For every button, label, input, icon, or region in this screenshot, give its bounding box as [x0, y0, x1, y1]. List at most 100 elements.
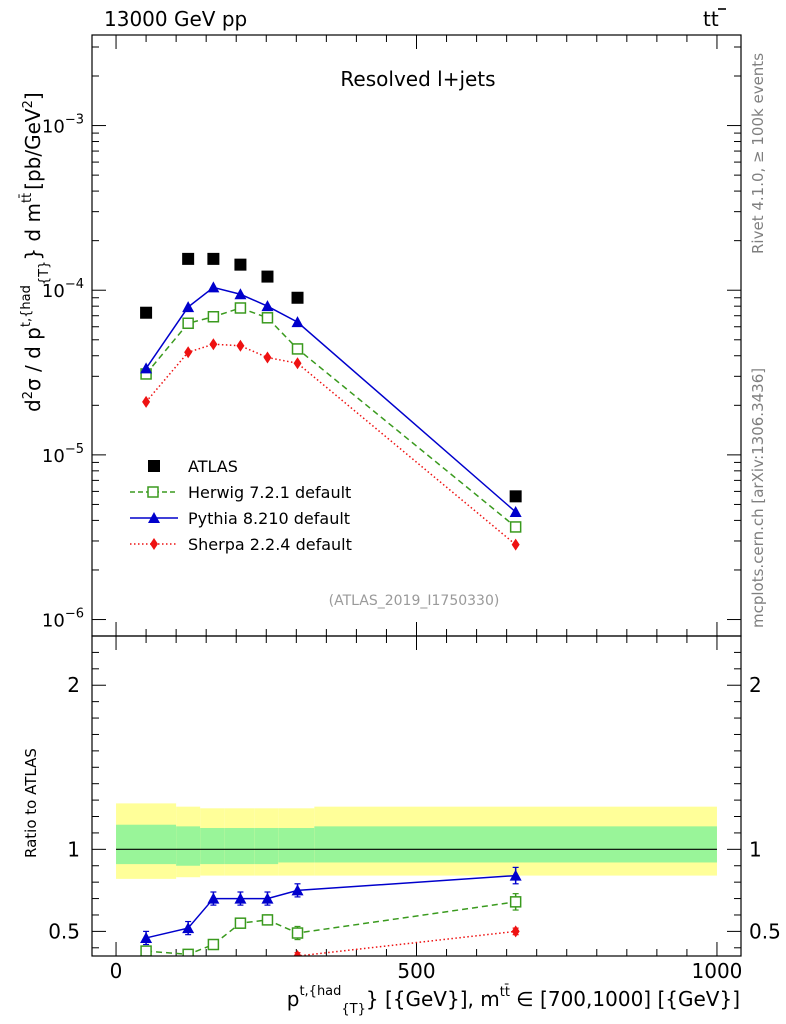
mcplots-label: mcplots.cern.ch [arXiv:1306.3436] — [749, 368, 767, 628]
atlas-point — [140, 306, 153, 319]
pythia-ratio-point — [234, 892, 247, 904]
svg-text:tt: tt — [703, 7, 719, 31]
analysis-tag: (ATLAS_2019_I1750330) — [329, 593, 500, 609]
herwig-point — [182, 317, 194, 330]
sherpa-ratio-series — [142, 925, 520, 975]
herwig-ratio-line — [146, 901, 516, 956]
plot-title: Resolved l+jets — [340, 67, 495, 91]
sherpa-point — [142, 395, 151, 408]
x-tick-label: 0 — [110, 959, 123, 983]
ratio-inner-band — [254, 828, 279, 865]
pythia-ratio-point — [291, 884, 304, 896]
ratio-inner-band — [116, 824, 177, 865]
ratio-data-markers — [140, 866, 522, 975]
herwig-ratio-point — [182, 948, 194, 956]
ratio-y-tick-label-right: 0.5 — [749, 919, 781, 943]
x-tick-label: 500 — [397, 959, 435, 983]
herwig-point — [509, 521, 522, 533]
ratio-uncertainty-bands — [116, 803, 717, 879]
legend-entry-atlas: ATLAS — [148, 457, 238, 476]
pythia-ratio-point — [140, 931, 153, 943]
ratio-inner-band — [278, 828, 315, 863]
process-label: tt — [703, 7, 726, 31]
legend-entry-herwig: Herwig 7.2.1 default — [130, 483, 351, 502]
pythia-point — [140, 362, 153, 374]
pythia-point — [182, 301, 195, 313]
herwig-point — [234, 302, 247, 314]
ratio-plot-panel: 0.5 0.5 1 1 2 2 0 500 1000 Ratio to ATLAS pt,{ha… — [22, 635, 781, 1017]
herwig-point — [207, 311, 220, 323]
ratio-y-axis-label: Ratio to ATLAS — [22, 748, 40, 858]
atlas-point — [291, 291, 304, 304]
herwig-ratio-series — [140, 893, 522, 956]
herwig-ratio-point — [207, 938, 220, 951]
svg-text:Pythia 8.210 default: Pythia 8.210 default — [188, 509, 350, 528]
herwig-point — [261, 312, 274, 324]
sherpa-point — [209, 338, 218, 351]
herwig-ratio-point — [261, 914, 274, 926]
x-axis-label: pt,{had{T}} [{GeV}], mtt̄ ∈ [700,1000] [… — [287, 984, 740, 1017]
legend-entry-sherpa: Sherpa 2.2.4 default — [130, 535, 352, 554]
sherpa-point — [236, 339, 245, 352]
svg-text:pt,{had{T}} [{GeV}], mtt̄ ∈ [7: pt,{had{T}} [{GeV}], mtt̄ ∈ [700,1000] [… — [287, 984, 740, 1017]
sherpa-ratio-point — [236, 961, 244, 973]
sherpa-ratio-point — [263, 960, 271, 972]
legend: ATLAS Herwig 7.2.1 default Pythia 8.210 … — [130, 457, 352, 554]
sherpa-ratio-point — [184, 963, 192, 975]
sherpa-point — [511, 538, 520, 551]
ratio-y-tick-label: 0.5 — [48, 919, 80, 943]
atlas-point — [182, 252, 195, 265]
rivet-version-label: Rivet 4.1.0, ≥ 100k events — [749, 53, 767, 254]
pythia-point — [291, 316, 304, 328]
herwig-ratio-point — [509, 896, 522, 908]
sherpa-point — [184, 346, 193, 359]
legend-entry-pythia: Pythia 8.210 default — [130, 509, 350, 528]
svg-text:ATLAS: ATLAS — [188, 457, 238, 476]
pythia-point — [509, 505, 522, 517]
pythia-ratio-point — [509, 869, 522, 881]
atlas-point — [509, 490, 522, 503]
x-tick-label: 1000 — [692, 959, 743, 983]
y-tick-label: 10−4 — [42, 277, 84, 302]
sherpa-ratio-point — [142, 961, 150, 973]
pythia-ratio-line — [145, 874, 516, 939]
main-axis-ticks: 10−6 10−5 10−4 10−3 — [42, 35, 741, 636]
y-tick-label: 10−6 — [42, 607, 84, 632]
svg-text:Herwig 7.2.1 default: Herwig 7.2.1 default — [188, 483, 351, 502]
pythia-ratio-point — [182, 922, 195, 934]
herwig-point — [291, 343, 304, 355]
sherpa-point — [263, 351, 272, 364]
ratio-y-tick-label: 2 — [67, 673, 80, 697]
ratio-y-tick-label: 1 — [67, 837, 80, 861]
sherpa-ratio-line — [295, 930, 516, 956]
pythia-ratio-point — [207, 892, 220, 904]
herwig-ratio-point — [291, 927, 304, 939]
atlas-point — [234, 258, 247, 271]
pythia-point — [207, 281, 220, 293]
ratio-y-tick-label-right: 1 — [749, 837, 762, 861]
pythia-line — [145, 286, 517, 513]
sherpa-ratio-point — [209, 961, 217, 973]
ratio-axis-ticks: 0.5 0.5 1 1 2 2 0 500 1000 — [48, 636, 781, 983]
svg-text:Sherpa 2.2.4 default: Sherpa 2.2.4 default — [188, 535, 352, 554]
sherpa-ratio-point — [511, 925, 520, 938]
y-tick-label: 10−5 — [42, 442, 84, 467]
pythia-point — [234, 288, 247, 300]
atlas-point — [207, 252, 220, 265]
pythia-ratio-series — [140, 866, 522, 946]
ratio-inner-band — [314, 826, 717, 863]
y-tick-label: 10−3 — [42, 113, 84, 138]
pythia-point — [261, 300, 274, 312]
svg-text:d2σ / d pt,{had{T}} d mtt̄[pb/: d2σ / d pt,{had{T}} d mtt̄[pb/GeV2] — [19, 92, 52, 412]
pythia-ratio-point — [261, 892, 274, 904]
ratio-inner-band — [224, 828, 255, 865]
collision-energy-label: 13000 GeV pp — [104, 7, 247, 31]
main-data-markers — [140, 252, 522, 551]
main-y-axis-label: d2σ / d pt,{had{T}} d mtt̄[pb/GeV2] — [19, 92, 52, 412]
herwig-ratio-point — [140, 945, 152, 956]
ratio-y-tick-label-right: 2 — [749, 673, 762, 697]
sherpa-point — [293, 357, 302, 370]
ratio-plot-frame — [91, 635, 742, 957]
herwig-ratio-point — [234, 917, 247, 929]
